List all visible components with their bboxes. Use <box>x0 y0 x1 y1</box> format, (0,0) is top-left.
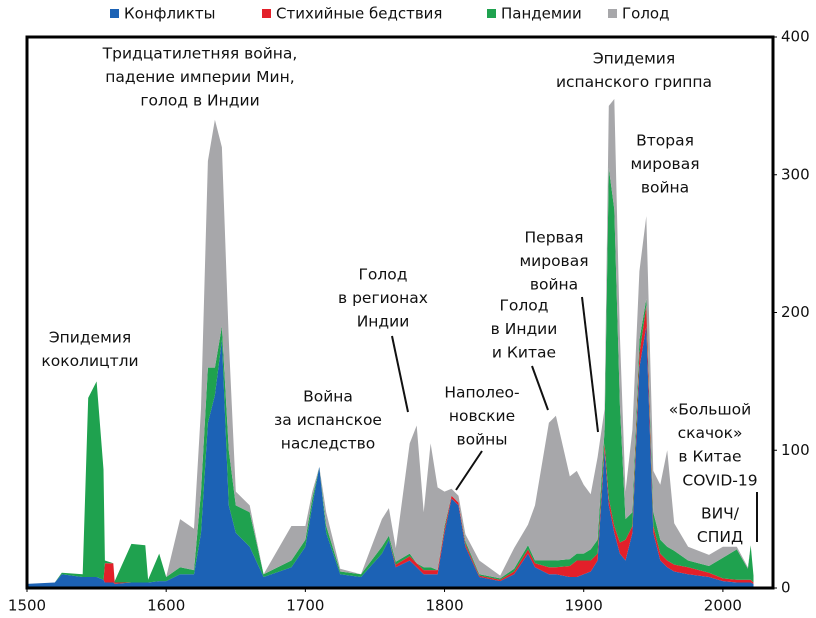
leader-line <box>581 296 599 433</box>
area-2 <box>27 167 754 584</box>
y-tick-label: 300 <box>781 165 810 183</box>
y-tick-label: 100 <box>781 441 810 459</box>
x-tick-label: 1700 <box>286 597 324 615</box>
annotation: в Индии <box>491 320 558 338</box>
annotation: война <box>641 179 689 197</box>
annotation: мировая <box>519 252 588 270</box>
legend-swatch <box>487 9 496 18</box>
annotation: Вторая <box>636 132 694 150</box>
annotation: Тридцатилетняя война, <box>102 45 298 63</box>
annotation: Война <box>303 388 353 406</box>
leader-line <box>391 335 409 413</box>
annotation: Первая <box>525 229 584 247</box>
annotation: в регионах <box>338 289 428 307</box>
annotation: войны <box>456 431 507 449</box>
annotation: в Китае <box>678 448 741 466</box>
leader-line <box>531 365 549 411</box>
legend-label: Пандемии <box>501 5 582 23</box>
annotation: скачок» <box>678 424 743 442</box>
annotation: падение империи Мин, <box>105 68 294 86</box>
legend-swatch <box>608 9 617 18</box>
legend-label: Стихийные бедствия <box>276 5 442 23</box>
annotation: за испанское <box>274 411 382 429</box>
annotation: новские <box>449 407 515 425</box>
y-tick-label: 200 <box>781 303 810 321</box>
annotation: испанского гриппа <box>556 73 712 91</box>
annotation: война <box>530 276 578 294</box>
x-tick-label: 1500 <box>8 597 46 615</box>
annotation: наследство <box>281 435 375 453</box>
annotation: «Большой <box>669 401 751 419</box>
annotation: Голод <box>358 266 407 284</box>
annotation: и Китае <box>492 344 556 362</box>
x-tick-label: 1800 <box>425 597 463 615</box>
legend-swatch <box>262 9 271 18</box>
annotation: ВИЧ/ <box>701 505 740 523</box>
y-tick-label: 0 <box>781 579 791 597</box>
annotation: голод в Индии <box>140 92 259 110</box>
annotation: мировая <box>630 155 699 173</box>
leader-line <box>455 450 483 491</box>
annotation: коколицтли <box>41 352 138 370</box>
annotation: СПИД <box>697 528 743 546</box>
legend-swatch <box>110 9 119 18</box>
plot-area <box>27 99 754 588</box>
y-tick-label: 400 <box>781 28 810 46</box>
x-tick-label: 2000 <box>704 597 742 615</box>
legend-label: Голод <box>622 5 669 23</box>
area-3 <box>27 99 754 584</box>
annotation: Наполео- <box>444 384 519 402</box>
legend-label: Конфликты <box>124 5 215 23</box>
area-0 <box>27 326 754 588</box>
annotation: Эпидемия <box>593 50 675 68</box>
annotation: Эпидемия <box>49 329 131 347</box>
x-tick-label: 1900 <box>565 597 603 615</box>
annotation-leaders <box>391 296 758 542</box>
annotation: Индии <box>357 313 410 331</box>
annotation: Голод <box>499 297 548 315</box>
annotation: COVID-19 <box>682 472 757 490</box>
x-tick-label: 1600 <box>147 597 185 615</box>
